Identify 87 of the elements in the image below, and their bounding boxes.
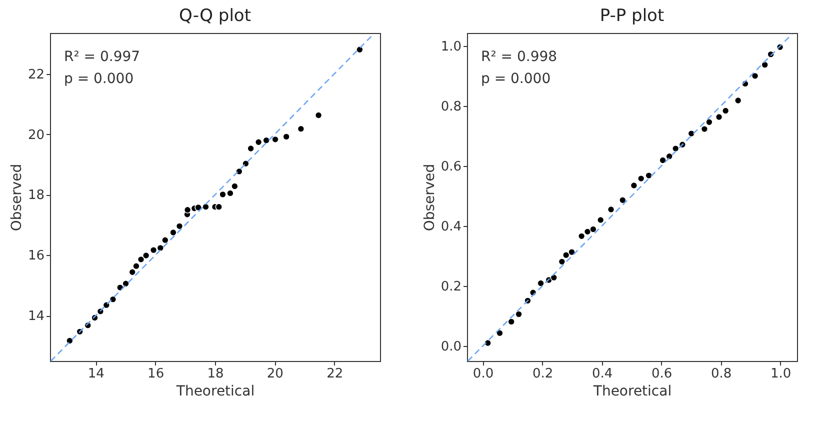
y-tick-label: 0.6 [440, 159, 462, 174]
annotation: p = 0.000 [481, 71, 551, 87]
point [508, 318, 515, 326]
annotation: R² = 0.998 [481, 49, 558, 65]
point [236, 168, 243, 176]
point [607, 206, 615, 214]
point [562, 251, 570, 259]
point [150, 246, 158, 254]
point [659, 156, 666, 164]
annotation: R² = 0.997 [64, 49, 140, 65]
point [170, 228, 177, 236]
point [137, 256, 145, 264]
y-tick-label: 0.2 [440, 279, 462, 294]
point [215, 203, 223, 210]
y-tick-label: 16 [28, 248, 44, 264]
point [231, 182, 238, 190]
point [219, 190, 226, 198]
point [184, 206, 192, 214]
point [272, 136, 279, 144]
x-tick-label: 1.0 [770, 366, 792, 382]
point [484, 339, 492, 347]
point [262, 136, 270, 144]
point [568, 248, 576, 256]
annotation: p = 0.000 [64, 71, 134, 87]
point [66, 337, 74, 344]
chart-title: P-P plot [600, 6, 664, 26]
point [630, 182, 638, 190]
point [596, 216, 604, 224]
point [226, 190, 234, 197]
x-tick-label: 0.4 [592, 366, 613, 382]
y-tick-label: 0.0 [440, 339, 462, 354]
y-axis-title: Observed [422, 164, 438, 232]
point [202, 203, 210, 210]
y-tick-label: 1.0 [440, 39, 462, 54]
y-tick-label: 0.8 [440, 99, 462, 114]
y-axis-title: Observed [8, 164, 25, 232]
y-tick-label: 0.4 [440, 219, 462, 234]
point [700, 125, 708, 133]
x-tick-label: 0.2 [532, 366, 554, 382]
point [109, 296, 117, 303]
point [672, 144, 680, 152]
point [578, 232, 586, 240]
x-tick-label: 18 [207, 366, 224, 382]
point [515, 310, 522, 318]
point [618, 196, 626, 204]
point [162, 236, 169, 244]
point [297, 125, 305, 132]
point [537, 280, 544, 287]
point [314, 112, 322, 119]
point [156, 244, 164, 252]
point [637, 174, 645, 182]
point [706, 118, 713, 126]
point [282, 133, 290, 140]
point [176, 222, 184, 230]
y-tick-label: 14 [28, 309, 44, 324]
x-axis-title: Theoretical [592, 384, 672, 400]
point [722, 107, 730, 114]
point [688, 130, 696, 138]
x-tick-label: 0.8 [710, 366, 732, 382]
point [356, 46, 364, 54]
point [550, 274, 558, 282]
x-tick-label: 14 [88, 366, 104, 382]
point [761, 61, 769, 68]
point [751, 72, 759, 80]
y-tick-label: 18 [28, 188, 44, 204]
point [734, 96, 742, 104]
point [584, 228, 592, 236]
point [132, 262, 140, 270]
x-tick-label: 0.0 [472, 366, 494, 382]
point [558, 258, 566, 266]
point [715, 113, 723, 121]
x-tick-label: 0.6 [651, 366, 672, 382]
point [666, 152, 673, 160]
x-tick-label: 20 [266, 366, 284, 382]
chart-title: Q-Q plot [179, 6, 252, 26]
x-tick-label: 16 [148, 366, 164, 382]
point [102, 301, 110, 309]
point [590, 226, 597, 233]
y-tick-label: 20 [28, 128, 44, 143]
y-tick-label: 22 [28, 67, 44, 82]
point [247, 144, 254, 152]
point [254, 138, 262, 146]
point [645, 172, 652, 180]
point [128, 268, 136, 276]
x-tick-label: 22 [326, 366, 344, 382]
x-axis-title: Theoretical [175, 384, 255, 400]
point [142, 252, 150, 260]
